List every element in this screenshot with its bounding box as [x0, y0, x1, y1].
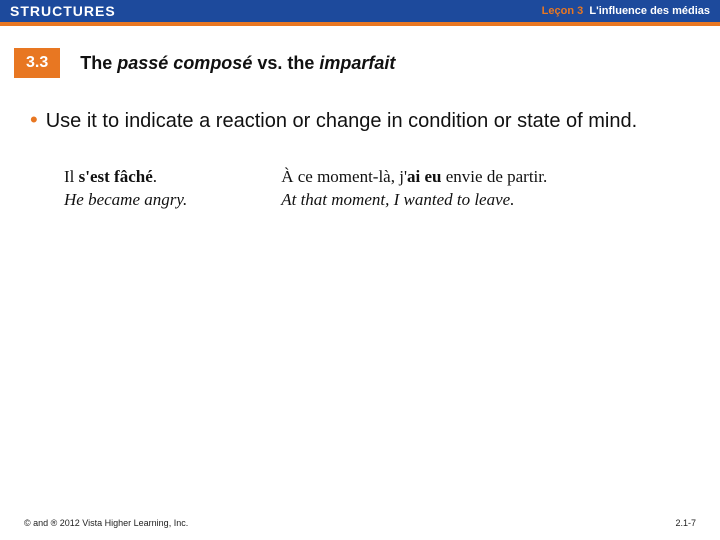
- header-bar: STRUCTURES Leçon 3 L'influence des média…: [0, 0, 720, 26]
- section-title: The passé composé vs. the imparfait: [80, 53, 395, 74]
- footer: © and ® 2012 Vista Higher Learning, Inc.…: [24, 518, 696, 528]
- examples-row: Il s'est fâché. He became angry. À ce mo…: [64, 166, 720, 212]
- ex2-fr-pre: À ce moment-là, j': [281, 167, 407, 186]
- lecon-label: Leçon: [542, 5, 574, 17]
- ex1-fr-post: .: [153, 167, 157, 186]
- section-heading-row: 3.3 The passé composé vs. the imparfait: [14, 48, 720, 78]
- section-title-lead: The: [80, 53, 117, 73]
- section-title-term2: imparfait: [319, 53, 395, 73]
- footer-page-number: 2.1-7: [675, 518, 696, 528]
- lecon-title: L'influence des médias: [589, 5, 710, 17]
- ex2-fr-aux: ai eu: [407, 167, 441, 186]
- ex1-fr-pre: Il: [64, 167, 79, 186]
- ex2-fr-post: envie de partir.: [442, 167, 548, 186]
- example-1-french: Il s'est fâché.: [64, 166, 187, 189]
- example-1-english: He became angry.: [64, 189, 187, 212]
- header-lesson-info: Leçon 3 L'influence des médias: [542, 5, 710, 17]
- example-2-english: At that moment, I wanted to leave.: [281, 189, 547, 212]
- example-1: Il s'est fâché. He became angry.: [64, 166, 187, 212]
- bullet-row: • Use it to indicate a reaction or chang…: [30, 108, 696, 134]
- header-structures-label: STRUCTURES: [10, 3, 116, 19]
- section-number-badge: 3.3: [14, 48, 60, 78]
- footer-copyright: © and ® 2012 Vista Higher Learning, Inc.: [24, 518, 188, 528]
- example-2-french: À ce moment-là, j'ai eu envie de partir.: [281, 166, 547, 189]
- ex1-fr-aux: s'est fâché: [79, 167, 153, 186]
- section-title-term1: passé composé: [117, 53, 252, 73]
- bullet-text: Use it to indicate a reaction or change …: [46, 108, 637, 134]
- lecon-number: 3: [577, 5, 583, 17]
- bullet-icon: •: [30, 110, 38, 130]
- example-2: À ce moment-là, j'ai eu envie de partir.…: [281, 166, 547, 212]
- section-title-mid: vs. the: [252, 53, 319, 73]
